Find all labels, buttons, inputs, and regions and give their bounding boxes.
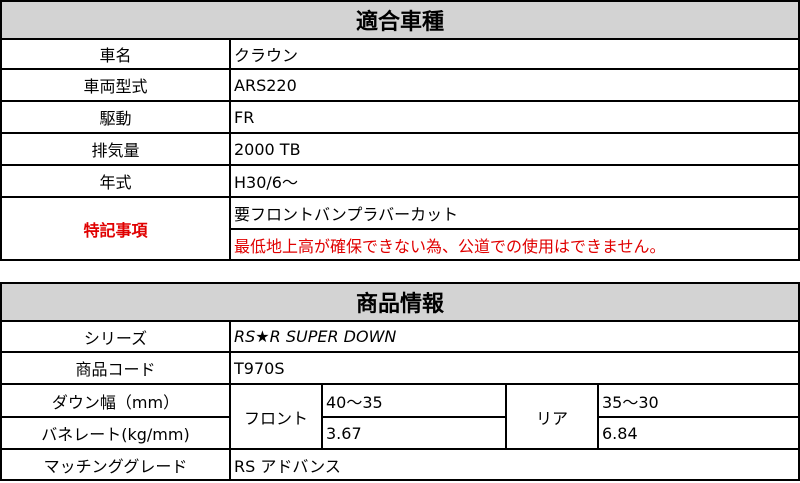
rear-spring-value: 6.84 <box>597 416 800 450</box>
front-spring-value: 3.67 <box>321 416 507 450</box>
model-code-label: 車両型式 <box>0 68 231 102</box>
product-info-table: 商品情報 シリーズ RS★R SUPER DOWN 商品コード T970S ダウン幅… <box>0 282 800 481</box>
front-label: フロント <box>229 383 323 450</box>
car-name-label: 車名 <box>0 38 231 70</box>
grade-value: RS アドバンス <box>229 448 800 481</box>
vehicle-compat-table: 適合車種 車名 クラウン 車両型式 ARS220 駆動 FR 排気量 2000 TB 年… <box>0 0 800 261</box>
model-code-value: ARS220 <box>229 68 800 102</box>
series-label: シリーズ <box>0 320 231 353</box>
notes-label: 特記事項 <box>0 196 231 261</box>
spring-rate-label: バネレート(kg/mm) <box>0 416 231 450</box>
year-label: 年式 <box>0 164 231 198</box>
drive-value: FR <box>229 100 800 134</box>
front-down-value: 40〜35 <box>321 383 507 418</box>
product-code-value: T970S <box>229 351 800 385</box>
displacement-value: 2000 TB <box>229 132 800 166</box>
drive-label: 駆動 <box>0 100 231 134</box>
note-line: 要フロントバンプラバーカット <box>229 196 800 230</box>
series-value: RS★R SUPER DOWN <box>229 320 800 353</box>
year-value: H30/6〜 <box>229 164 800 198</box>
note-warning: 最低地上高が確保できない為、公道での使用はできません。 <box>229 228 800 261</box>
car-name-value: クラウン <box>229 38 800 70</box>
rear-down-value: 35〜30 <box>597 383 800 418</box>
rear-label: リア <box>505 383 599 450</box>
displacement-label: 排気量 <box>0 132 231 166</box>
product-title: 商品情報 <box>0 282 800 322</box>
down-width-label: ダウン幅（mm） <box>0 383 231 418</box>
vehicle-title: 適合車種 <box>0 0 800 40</box>
product-code-label: 商品コード <box>0 351 231 385</box>
grade-label: マッチンググレード <box>0 448 231 481</box>
